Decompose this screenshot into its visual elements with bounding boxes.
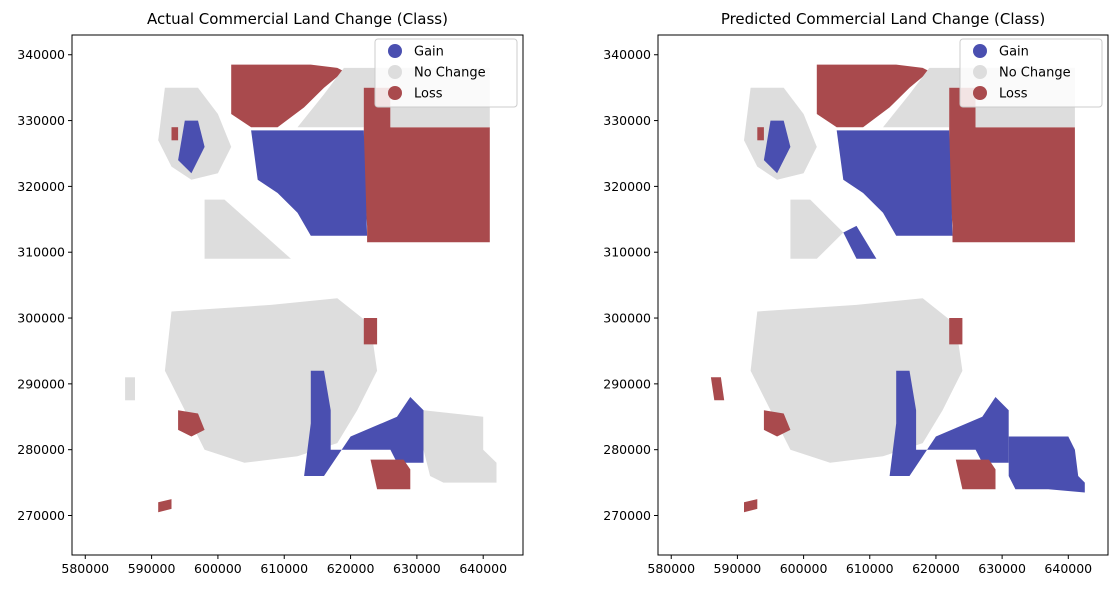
x-tick-label: 640000 [1044, 561, 1092, 576]
region-sw-loss [763, 410, 791, 437]
map-regions [710, 64, 1085, 513]
region-west-island-loss [710, 377, 725, 401]
legend-box [374, 38, 518, 108]
region-north-west-block [816, 64, 930, 128]
region-south-urban-nochange [164, 298, 378, 463]
axes-frame [71, 34, 524, 556]
legend-label-gain: Gain [999, 45, 1029, 60]
region-north-west-block [231, 64, 344, 128]
region-west-wedge [790, 199, 844, 259]
y-tick-label: 290000 [603, 376, 651, 391]
map-panel-actual: Actual Commercial Land Change (Class) 580… [17, 10, 524, 576]
y-tick-label: 320000 [17, 179, 65, 194]
x-tick-label: 610000 [846, 561, 894, 576]
y-tick-label: 300000 [603, 311, 651, 326]
region-south-far-loss [158, 499, 172, 513]
legend-marker-nochange [973, 65, 987, 79]
y-tick-label: 270000 [603, 508, 651, 523]
x-tick-label: 620000 [912, 561, 960, 576]
y-tick-label: 310000 [17, 245, 65, 260]
x-tick-label: 580000 [61, 561, 109, 576]
legend-label-loss: Loss [414, 87, 443, 102]
y-tick-label: 320000 [603, 179, 651, 194]
region-west-wedge [204, 199, 291, 259]
region-south-urban-nochange [750, 298, 963, 463]
legend-marker-loss [973, 86, 987, 100]
x-tick-label: 590000 [714, 561, 762, 576]
region-south-east-gain [889, 370, 1009, 476]
chart-title: Actual Commercial Land Change (Class) [147, 10, 448, 28]
y-tick-label: 340000 [17, 47, 65, 62]
y-tick-label: 310000 [603, 245, 651, 260]
region-west-island [125, 377, 135, 401]
region-north-center-block [883, 67, 976, 128]
region-east-loss-small [363, 318, 378, 345]
legend-box [959, 38, 1103, 108]
legend-label-nochange: No Change [414, 66, 486, 81]
y-tick-label: 300000 [17, 311, 65, 326]
axes-frame [657, 34, 1109, 556]
region-east-loss-small [949, 318, 963, 345]
x-tick-label: 620000 [327, 561, 375, 576]
legend-label-gain: Gain [414, 45, 444, 60]
legend-label-nochange: No Change [999, 66, 1071, 81]
x-tick-label: 640000 [459, 561, 507, 576]
x-tick-label: 630000 [978, 561, 1026, 576]
region-north-center-block [297, 67, 391, 128]
legend: Gain No Change Loss [959, 38, 1103, 108]
region-south-loss-rect [370, 459, 411, 490]
legend-label-loss: Loss [999, 87, 1028, 102]
region-central-gain-block [251, 130, 368, 236]
region-loss-bit-nw [171, 127, 179, 141]
region-sw-loss [178, 410, 205, 437]
region-east-nochange-large [423, 410, 497, 483]
legend-marker-gain [388, 44, 402, 58]
y-tick-label: 290000 [17, 376, 65, 391]
legend-marker-nochange [388, 65, 402, 79]
y-tick-label: 330000 [17, 113, 65, 128]
x-tick-label: 610000 [260, 561, 308, 576]
region-east-gain-large [1008, 436, 1085, 493]
region-north-west-gain-dots [763, 120, 791, 174]
region-north-east-loss [363, 87, 490, 243]
x-tick-label: 590000 [128, 561, 176, 576]
x-tick-label: 630000 [393, 561, 441, 576]
x-tick-label: 600000 [194, 561, 242, 576]
region-south-east-gain [304, 370, 424, 476]
region-north-west-gain-dots [178, 120, 205, 174]
region-central-gain-block [836, 130, 953, 236]
legend: Gain No Change Loss [374, 38, 518, 108]
region-west-wedge-gain [843, 225, 877, 259]
y-tick-label: 340000 [603, 47, 651, 62]
map-regions [125, 64, 497, 513]
region-south-loss-rect [955, 459, 996, 490]
y-tick-label: 330000 [603, 113, 651, 128]
legend-marker-loss [388, 86, 402, 100]
region-loss-bit-nw [757, 127, 764, 141]
chart-title: Predicted Commercial Land Change (Class) [721, 10, 1045, 28]
region-north-east-loss [949, 87, 1075, 243]
region-south-far-loss [744, 499, 758, 513]
x-tick-label: 580000 [647, 561, 695, 576]
x-tick-label: 600000 [780, 561, 828, 576]
y-tick-label: 280000 [603, 442, 651, 457]
y-tick-label: 280000 [17, 442, 65, 457]
map-panel-predicted: Predicted Commercial Land Change (Class)… [603, 10, 1109, 576]
legend-marker-gain [973, 44, 987, 58]
y-tick-label: 270000 [17, 508, 65, 523]
